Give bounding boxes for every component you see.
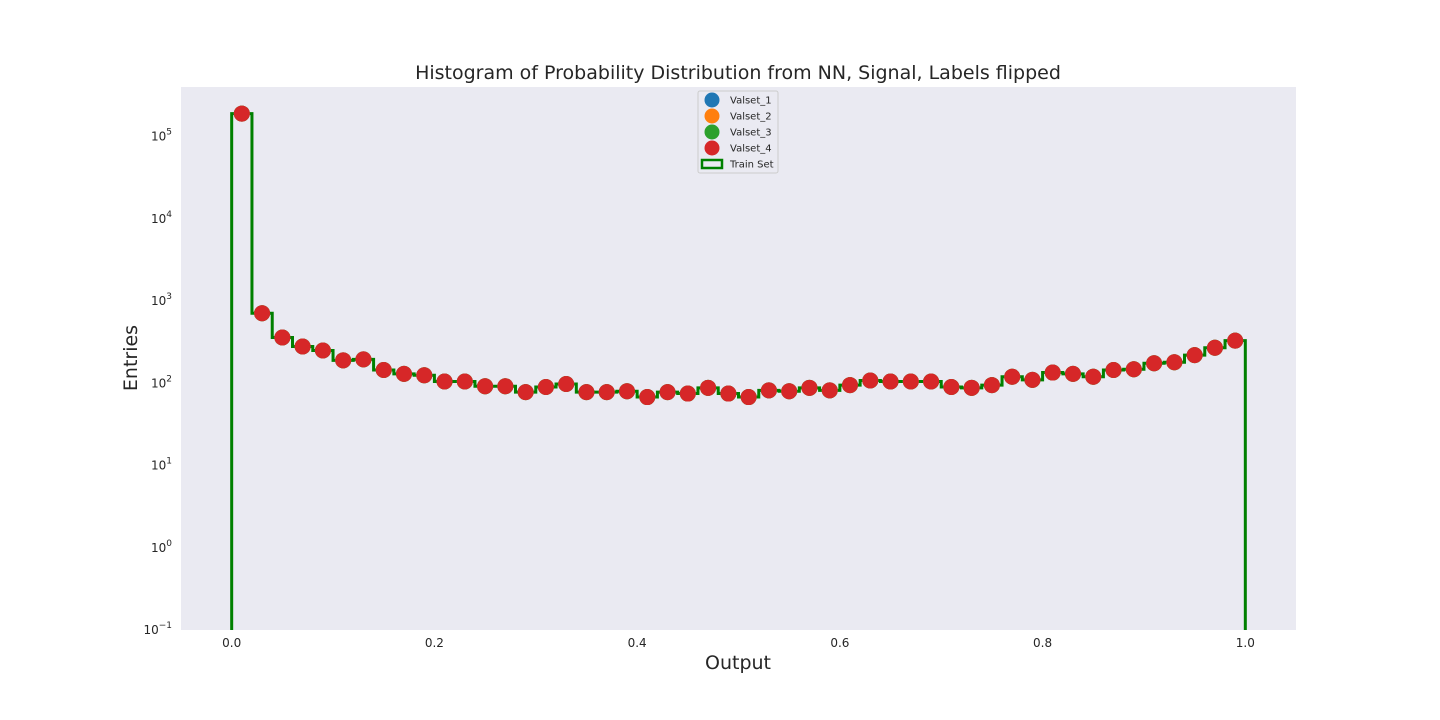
- y-tick-label: 102: [151, 374, 172, 390]
- valset-4-point: [254, 305, 271, 322]
- x-tick-label: 1.0: [1236, 636, 1255, 650]
- valset-4-point: [517, 384, 534, 401]
- y-tick-label: 10−1: [143, 621, 172, 637]
- train-set-histogram: [230, 112, 1247, 630]
- valset-4-point: [659, 384, 676, 401]
- valset-4-point: [720, 385, 737, 402]
- legend-marker-train-set: [700, 158, 724, 170]
- valset-4-point: [375, 361, 392, 378]
- valset-4-point: [619, 383, 635, 400]
- y-tick-label: 105: [151, 128, 172, 144]
- valset-4-point: [1206, 339, 1223, 356]
- valset-4-point: [355, 351, 372, 368]
- valset-4-point: [294, 338, 311, 355]
- valset-4-point: [963, 379, 980, 396]
- valset-4-point: [1227, 332, 1244, 349]
- valset-4-point: [274, 329, 291, 346]
- valset-4-point: [456, 373, 473, 390]
- valset-4-point: [902, 373, 919, 390]
- legend-label-valset-2: Valset_2: [730, 112, 772, 123]
- legend-label-valset-4: Valset_4: [730, 144, 772, 155]
- valset-4-point: [679, 385, 696, 402]
- valset-4-point: [1065, 365, 1081, 382]
- valset-4-point: [497, 378, 514, 395]
- valset-4-point: [1004, 368, 1021, 385]
- valset-4-point: [821, 382, 838, 399]
- valset-4-point: [862, 372, 879, 389]
- valset-4-point: [700, 379, 717, 396]
- valset-4-point: [801, 379, 818, 396]
- x-tick-label: 0.4: [628, 636, 647, 650]
- x-tick-labels: 0.0 0.2 0.4 0.6 0.8 1.0: [222, 636, 1255, 650]
- x-tick-label: 0.2: [425, 636, 444, 650]
- legend-marker-valset-1: [704, 92, 720, 108]
- valset-4-point: [416, 367, 433, 384]
- train-set-step-line: [230, 112, 1247, 630]
- legend-label-train-set: Train Set: [729, 160, 774, 171]
- legend-label-valset-3: Valset_3: [730, 128, 772, 139]
- valset-4-point: [1105, 361, 1122, 378]
- valset-4-point: [983, 377, 1000, 394]
- valset-4-point: [1146, 355, 1163, 372]
- valset-4-point: [578, 384, 595, 401]
- valset-4-point: [842, 377, 858, 394]
- valset-4-point: [1186, 347, 1203, 364]
- x-tick-label: 0.6: [830, 636, 849, 650]
- valset-4-point: [233, 105, 250, 122]
- chart-title: Histogram of Probability Distribution fr…: [415, 62, 1061, 84]
- valset-4-point: [598, 384, 615, 401]
- valset-4-point: [943, 379, 960, 396]
- valset-4-point: [1125, 361, 1142, 378]
- valset-4-point: [396, 365, 412, 382]
- valset-4-point: [477, 378, 494, 395]
- valset-4-point: [923, 373, 940, 390]
- valset-4-point: [781, 383, 798, 400]
- valset-4-point: [1044, 364, 1061, 381]
- y-tick-label: 101: [151, 457, 172, 473]
- valset-points: [233, 105, 1244, 406]
- valset-4-point: [558, 375, 575, 392]
- legend-marker-valset-4: [704, 140, 720, 156]
- legend: Valset_1 Valset_2 Valset_3 Valset_4 Train Se…: [697, 90, 779, 174]
- valset-4-point: [1024, 371, 1041, 388]
- x-axis-label: Output: [705, 652, 771, 674]
- valset-4-point: [760, 382, 777, 399]
- valset-4-point: [740, 389, 757, 406]
- y-tick-label: 104: [151, 210, 172, 226]
- valset-4-point: [335, 352, 352, 369]
- legend-label-valset-1: Valset_1: [730, 96, 772, 107]
- legend-marker-valset-3: [704, 124, 720, 140]
- valset-4-point: [537, 379, 554, 396]
- valset-4-point: [639, 389, 656, 406]
- legend-marker-valset-2: [704, 108, 720, 124]
- y-axis-label: Entries: [120, 325, 142, 391]
- y-tick-label: 100: [151, 539, 172, 555]
- valset-4-point: [314, 342, 331, 359]
- valset-4-point: [1085, 368, 1102, 385]
- x-tick-label: 0.0: [222, 636, 241, 650]
- y-tick-labels: 10−1 100 101 102 103 104 105: [143, 128, 172, 637]
- valset-4-point: [1166, 354, 1183, 371]
- y-tick-label: 103: [151, 292, 172, 308]
- x-tick-label: 0.8: [1033, 636, 1052, 650]
- valset-4-point: [882, 373, 899, 390]
- valset-4-point: [436, 373, 453, 390]
